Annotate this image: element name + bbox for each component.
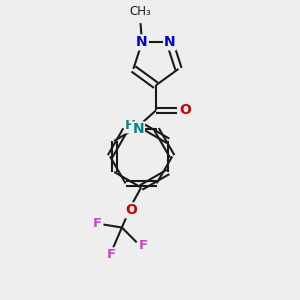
Text: H: H bbox=[125, 119, 136, 132]
Text: F: F bbox=[139, 239, 148, 252]
Text: N: N bbox=[164, 35, 176, 50]
Text: O: O bbox=[126, 203, 138, 217]
Text: F: F bbox=[107, 248, 116, 261]
Text: O: O bbox=[180, 103, 191, 118]
Text: F: F bbox=[92, 217, 101, 230]
Text: N: N bbox=[132, 122, 144, 136]
Text: N: N bbox=[136, 35, 148, 50]
Text: CH₃: CH₃ bbox=[130, 5, 152, 18]
